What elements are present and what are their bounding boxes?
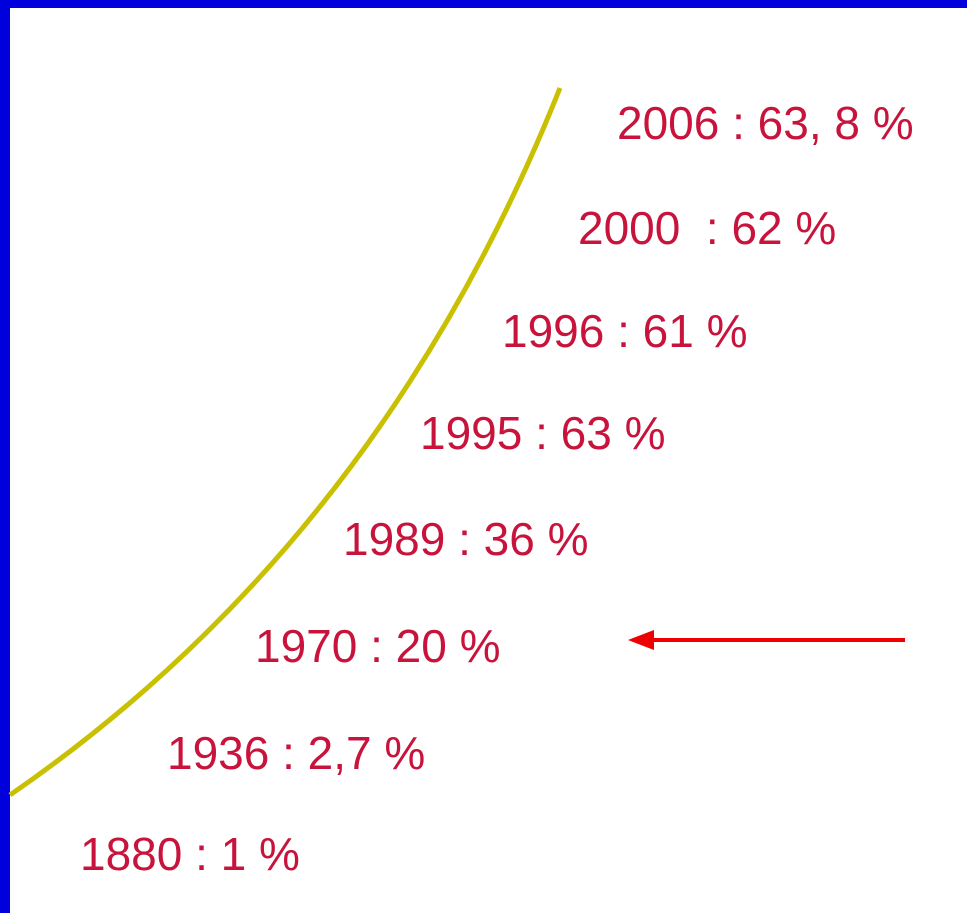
year-label: 1880 : 1 % xyxy=(80,828,300,880)
year-label: 2000 : 62 % xyxy=(578,202,836,254)
slide-background xyxy=(10,8,967,913)
year-label: 1996 : 61 % xyxy=(502,305,748,357)
year-label: 2006 : 63, 8 % xyxy=(617,97,914,149)
arrow-head xyxy=(628,630,654,650)
year-label: 1989 : 36 % xyxy=(343,513,589,565)
labels: 2006 : 63, 8 % 2000 : 62 % 1996 : 61 % 1995… xyxy=(80,97,914,880)
year-label: 1970 : 20 % xyxy=(255,620,501,672)
year-label: 1995 : 63 % xyxy=(420,407,666,459)
year-label: 1936 : 2,7 % xyxy=(167,727,425,779)
growth-curve xyxy=(8,87,563,798)
